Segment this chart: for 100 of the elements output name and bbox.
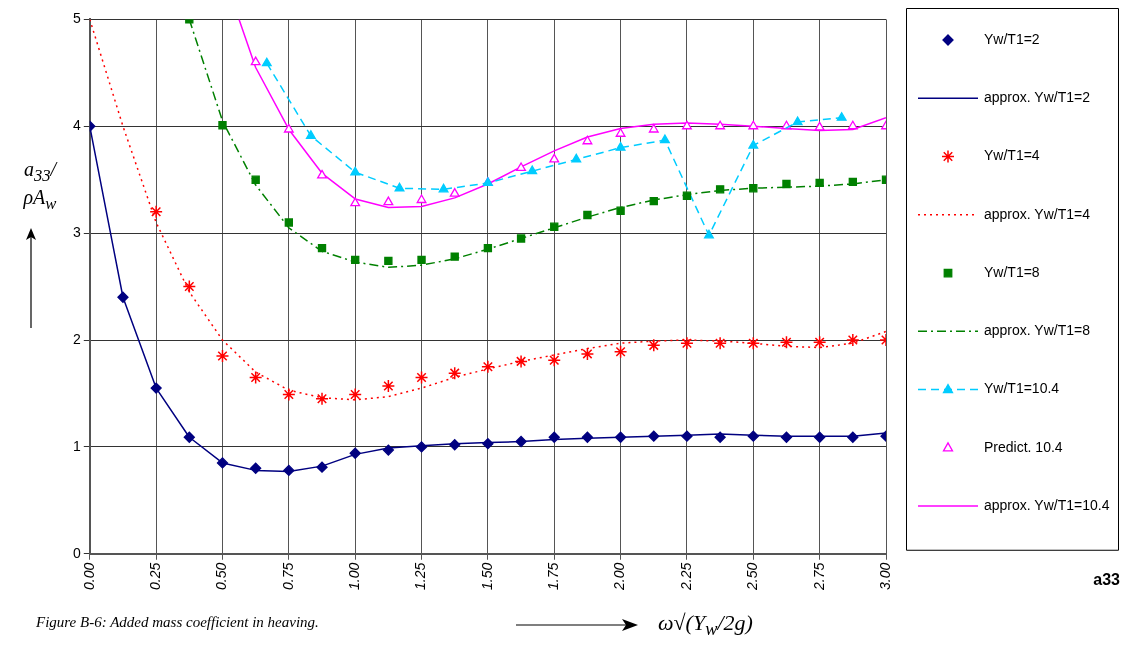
point: [218, 121, 227, 130]
x-tick-label: 1.75: [545, 562, 562, 590]
point: [416, 194, 427, 204]
point: [284, 218, 294, 227]
x-tick-label: 2.50: [744, 562, 761, 591]
point: [613, 345, 628, 359]
point: [582, 135, 593, 145]
point: [714, 431, 726, 443]
point: [449, 439, 461, 451]
point: [681, 120, 692, 130]
point: [415, 441, 428, 453]
point: [516, 234, 526, 243]
x-tick-label: 0.25: [147, 562, 164, 590]
point: [782, 179, 791, 189]
point: [349, 447, 361, 459]
point: [216, 457, 229, 469]
point: [282, 387, 296, 402]
point: [815, 178, 824, 188]
point: [449, 187, 460, 197]
point: [215, 349, 230, 363]
point: [350, 197, 361, 207]
point: [450, 252, 459, 261]
point: [315, 392, 329, 406]
point: [514, 354, 528, 369]
point: [547, 353, 561, 368]
x-tick-label: 1.25: [412, 562, 429, 590]
x-axis-title: ω√(Y$_{w}$/2g): [658, 610, 753, 640]
point: [382, 444, 395, 456]
point: [351, 255, 360, 265]
point: [748, 120, 759, 130]
point: [780, 431, 793, 443]
x-tick-label: 1.00: [346, 562, 363, 590]
x-tick-label: 0.00: [80, 562, 97, 590]
point: [747, 430, 759, 442]
legend-label: Yw/T1=2: [984, 30, 1040, 47]
point: [836, 112, 847, 121]
y-axis-title: a$_{33}$/ρA$_{w}$: [23, 158, 57, 213]
point: [812, 335, 827, 349]
x-tick-label: 2.00: [611, 562, 628, 591]
point: [548, 431, 560, 443]
point: [350, 166, 361, 176]
legend-label: approx. Yw/T1=10.4: [984, 496, 1110, 513]
point: [383, 196, 394, 206]
text: Figure B-6: Added mass coefficient in heaving.: [36, 614, 319, 631]
point: [317, 243, 327, 253]
x-tick-label: 1.50: [478, 562, 495, 590]
x-tick-label: 3.00: [876, 562, 893, 590]
point: [715, 120, 726, 130]
point: [681, 430, 693, 442]
point: [417, 255, 426, 265]
point: [482, 438, 494, 450]
point: [581, 431, 594, 443]
point: [549, 153, 560, 163]
y-tick-label: 3: [72, 224, 81, 240]
x-tick-label: 0.50: [213, 562, 230, 590]
point: [647, 338, 661, 353]
point: [183, 431, 195, 443]
point: [394, 182, 405, 192]
point: [483, 243, 493, 253]
point: [414, 370, 429, 385]
point: [516, 162, 527, 172]
point: [283, 464, 295, 477]
point: [305, 130, 316, 140]
point: [615, 128, 626, 137]
point: [847, 431, 859, 443]
legend-label: Yw/T1=10.4: [984, 380, 1060, 397]
point: [814, 431, 826, 443]
y-tick-label: 5: [72, 10, 81, 27]
legend-label: Yw/T1=4: [984, 147, 1040, 164]
y-tick-label: 1: [72, 437, 81, 454]
point: [848, 177, 858, 187]
point: [649, 196, 658, 206]
x-tick-label: 2.75: [810, 562, 827, 591]
point: [527, 165, 538, 175]
point: [659, 134, 670, 144]
point: [550, 222, 559, 231]
point: [348, 387, 362, 402]
point: [250, 56, 261, 66]
point: [182, 279, 197, 294]
point: [715, 185, 725, 194]
point: [317, 169, 327, 179]
point: [384, 256, 393, 266]
point: [261, 57, 272, 67]
point: [792, 116, 803, 126]
legend-label: Predict. 10.4: [984, 438, 1063, 455]
point: [615, 141, 626, 151]
point: [248, 370, 263, 385]
point: [381, 379, 396, 393]
point: [846, 333, 860, 347]
point: [481, 359, 495, 374]
y-tick-label: 2: [72, 330, 81, 347]
point: [749, 184, 758, 193]
legend-label: approx. Yw/T1=8: [984, 322, 1091, 339]
point: [149, 205, 163, 219]
point: [814, 121, 825, 131]
legend-label: approx. Yw/T1=2: [984, 89, 1091, 106]
y-tick-label: 0: [72, 544, 81, 561]
point: [583, 210, 592, 220]
point: [713, 336, 727, 350]
point: [250, 462, 262, 474]
